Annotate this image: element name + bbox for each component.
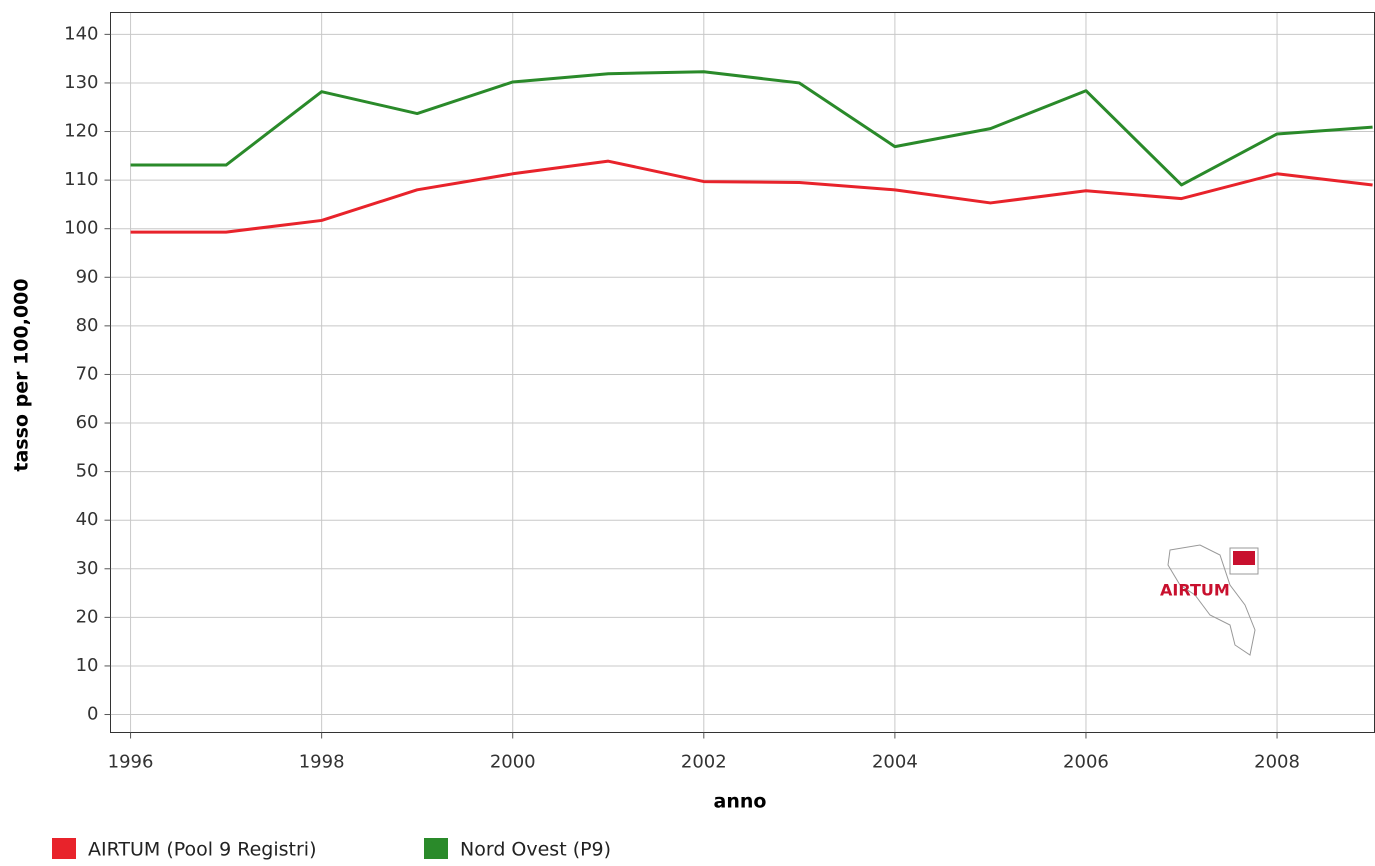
y-tick-label: 50	[76, 461, 99, 482]
x-tick-label: 2008	[1254, 752, 1300, 773]
legend-label: AIRTUM (Pool 9 Registri)	[88, 839, 316, 861]
y-tick-label: 120	[64, 121, 98, 142]
x-axis-title: anno	[714, 791, 767, 813]
y-tick-label: 60	[76, 412, 99, 433]
x-tick-label: 1998	[299, 752, 345, 773]
y-tick-label: 130	[64, 72, 98, 93]
legend-swatch	[424, 838, 448, 859]
logo-text: AIRTUM	[1160, 581, 1230, 600]
y-tick-label: 0	[87, 704, 98, 725]
x-tick-label: 2004	[872, 752, 918, 773]
series-line	[130, 70, 1373, 187]
y-tick-label: 30	[76, 558, 99, 579]
y-tick-label: 90	[76, 266, 99, 287]
x-tick-label: 2006	[1063, 752, 1109, 773]
y-tick-label: 20	[76, 606, 99, 627]
y-tick-label: 10	[76, 655, 99, 676]
logo: AIRTUM	[1160, 544, 1259, 656]
x-tick-label: 1996	[108, 752, 154, 773]
y-axis-title: tasso per 100,000	[11, 278, 33, 471]
logo-map	[1167, 544, 1256, 656]
legend-swatch	[52, 838, 76, 859]
y-tick-label: 110	[64, 169, 98, 190]
logo-screen	[1233, 551, 1255, 565]
y-tick-label: 80	[76, 315, 99, 336]
legend-label: Nord Ovest (P9)	[460, 839, 611, 861]
y-tick-label: 100	[64, 218, 98, 239]
y-tick-label: 140	[64, 23, 98, 44]
plot-area	[110, 12, 1375, 733]
series-line	[130, 159, 1373, 234]
x-tick-label: 2000	[490, 752, 536, 773]
x-tick-label: 2002	[681, 752, 727, 773]
y-tick-label: 40	[76, 509, 99, 530]
y-tick-label: 70	[76, 363, 99, 384]
